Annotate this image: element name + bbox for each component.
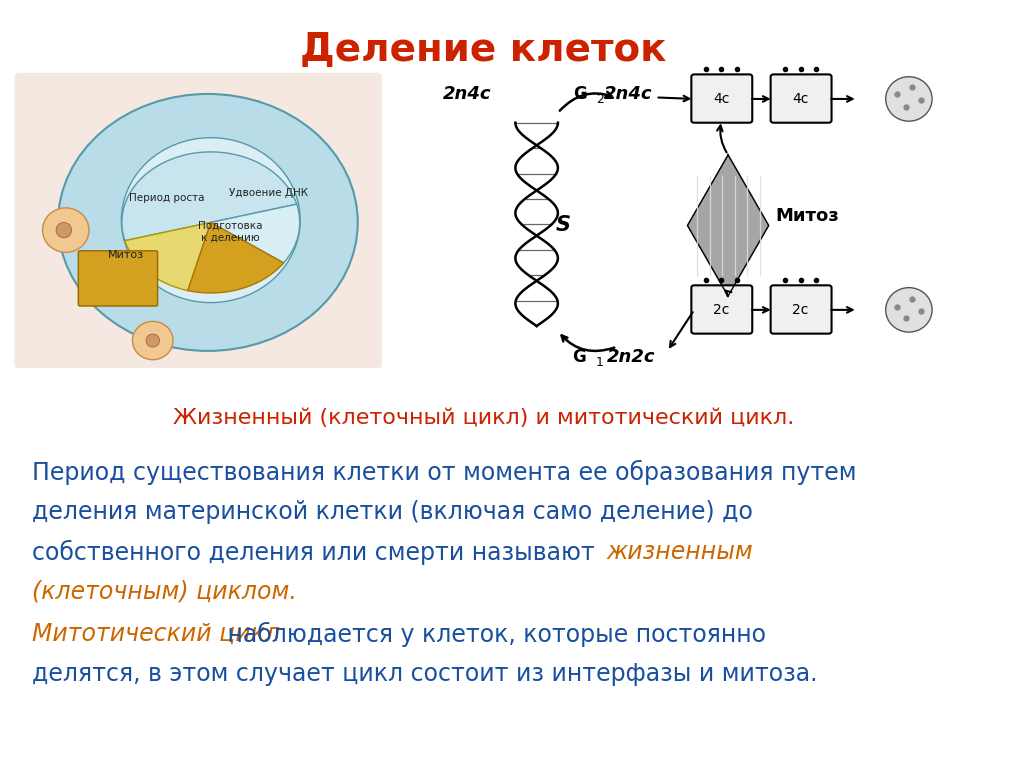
Text: S: S	[555, 216, 570, 235]
Text: 4c: 4c	[713, 92, 729, 106]
Ellipse shape	[886, 288, 932, 332]
Text: G: G	[573, 85, 587, 104]
FancyBboxPatch shape	[691, 74, 753, 123]
Text: деления материнской клетки (включая само деление) до: деления материнской клетки (включая само…	[32, 500, 753, 524]
Text: наблюдается у клеток, которые постоянно: наблюдается у клеток, которые постоянно	[220, 622, 766, 647]
Text: Митоз: Митоз	[775, 207, 840, 225]
Ellipse shape	[56, 222, 72, 238]
FancyBboxPatch shape	[14, 73, 382, 368]
Text: Митотический цикл: Митотический цикл	[32, 622, 280, 646]
Text: 2n2c: 2n2c	[607, 347, 655, 366]
Ellipse shape	[43, 208, 89, 252]
Polygon shape	[687, 155, 769, 296]
Ellipse shape	[146, 334, 160, 347]
Text: 4c: 4c	[793, 92, 809, 106]
Text: 2n4c: 2n4c	[442, 85, 492, 104]
Wedge shape	[187, 222, 284, 293]
Ellipse shape	[58, 94, 357, 351]
Text: жизненным: жизненным	[606, 540, 753, 564]
FancyBboxPatch shape	[771, 285, 831, 334]
Wedge shape	[125, 222, 211, 291]
FancyBboxPatch shape	[771, 74, 831, 123]
Text: Период существования клетки от момента ее образования путем: Период существования клетки от момента е…	[32, 460, 856, 486]
FancyBboxPatch shape	[78, 251, 158, 306]
Text: 2c: 2c	[713, 303, 729, 317]
Text: 1: 1	[596, 356, 603, 368]
Ellipse shape	[122, 138, 300, 303]
Text: Удвоение ДНК: Удвоение ДНК	[229, 188, 308, 199]
Text: собственного деления или смерти называют: собственного деления или смерти называют	[32, 540, 602, 565]
Wedge shape	[211, 204, 300, 263]
Text: Жизненный (клеточный цикл) и митотический цикл.: Жизненный (клеточный цикл) и митотически…	[173, 408, 794, 428]
Text: 2: 2	[597, 94, 604, 106]
Ellipse shape	[132, 321, 173, 360]
Text: Митоз: Митоз	[108, 250, 143, 261]
Text: делятся, в этом случает цикл состоит из интерфазы и митоза.: делятся, в этом случает цикл состоит из …	[32, 662, 817, 686]
Text: 2c: 2c	[793, 303, 809, 317]
Text: Период роста: Период роста	[129, 193, 204, 203]
Text: (клеточным) циклом.: (клеточным) циклом.	[32, 580, 297, 604]
Text: G: G	[572, 347, 586, 366]
Text: Подготовка
к делению: Подготовка к делению	[198, 221, 262, 242]
Text: Деление клеток: Деление клеток	[300, 31, 667, 69]
Wedge shape	[122, 152, 297, 241]
FancyBboxPatch shape	[691, 285, 753, 334]
Text: 2n4c: 2n4c	[604, 85, 652, 104]
Ellipse shape	[886, 77, 932, 121]
